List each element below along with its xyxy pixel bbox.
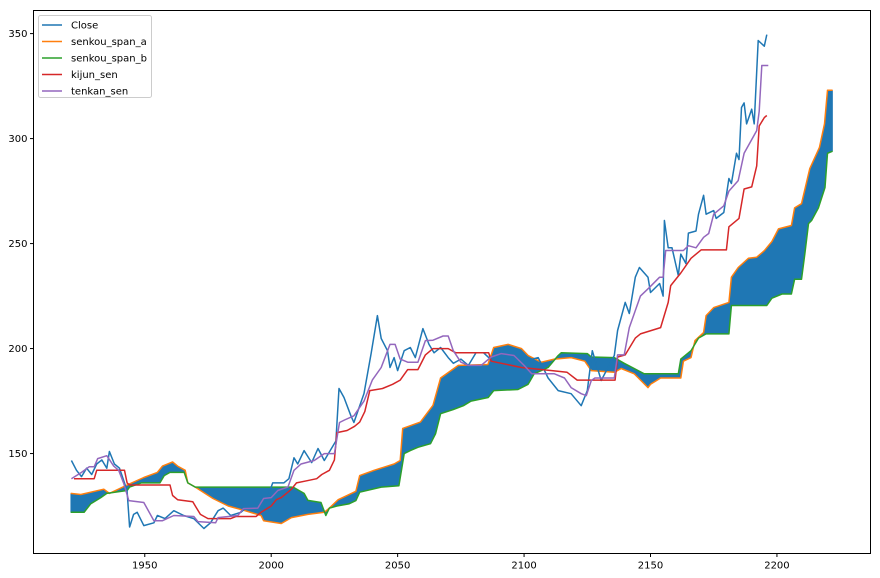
legend-box [38, 15, 152, 98]
x-tick-label: 1950 [132, 561, 157, 572]
series-line-Close [70, 34, 768, 530]
legend-label: tenkan_sen [71, 87, 128, 98]
y-tick-label: 250 [8, 239, 27, 250]
y-tick-label: 300 [8, 134, 27, 145]
y-axis: 150 200 250 300 350 [8, 29, 34, 460]
series-line-kijun-sen [74, 114, 768, 520]
axes-frame [33, 10, 871, 554]
y-tick-label: 200 [8, 344, 27, 355]
legend-label: Close [71, 21, 98, 32]
x-tick-label: 2100 [511, 561, 536, 572]
series-line-tenkan-sen [71, 64, 769, 524]
x-tick-label: 2050 [385, 561, 410, 572]
y-tick-label: 150 [8, 449, 27, 460]
x-tick-label: 2150 [638, 561, 663, 572]
legend-label: senkou_span_b [71, 54, 147, 65]
plot-area [70, 34, 833, 530]
x-axis: 1950 2000 2050 2100 2150 2200 [132, 553, 790, 572]
x-tick-label: 2000 [258, 561, 283, 572]
x-tick-label: 2200 [764, 561, 789, 572]
y-tick-label: 350 [8, 29, 27, 40]
legend-label: senkou_span_a [71, 37, 147, 48]
series-line-senkou-span-b [70, 150, 833, 517]
legend: Close senkou_span_a senkou_span_b kijun_sen… [38, 15, 152, 98]
cloud-fill [70, 90, 833, 524]
legend-label: kijun_sen [71, 70, 118, 81]
